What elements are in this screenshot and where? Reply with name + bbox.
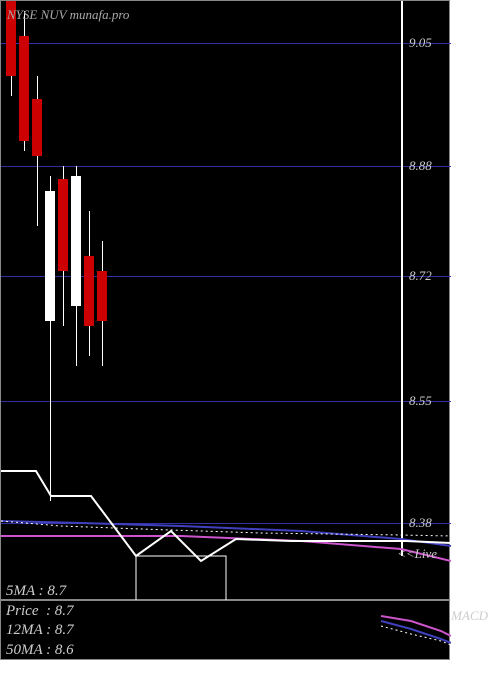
candle-body [97, 271, 107, 321]
candle-body [84, 256, 94, 326]
stats-box: 5MA : 8.7 Price : 8.7 12MA : 8.7 50MA : … [6, 582, 74, 660]
gridline [1, 523, 451, 524]
live-label: <<Live [397, 546, 437, 562]
stat-50ma: 50MA : 8.6 [6, 641, 74, 661]
chart-plot-area: NYSE NUV munafa.pro 9.05 8.88 8.72 8.55 … [0, 0, 450, 600]
y-axis-label: 8.72 [409, 268, 432, 284]
gridline [1, 43, 451, 44]
y-axis-label: 9.05 [409, 35, 432, 51]
y-axis-label: 8.38 [409, 515, 432, 531]
stat-12ma: 12MA : 8.7 [6, 621, 74, 641]
macd-blue-line [381, 621, 451, 643]
ma-blue-line [1, 521, 451, 546]
gridline [1, 166, 451, 167]
gridline [1, 276, 451, 277]
chart-watermark: NYSE NUV munafa.pro [7, 7, 129, 23]
chart-container: NYSE NUV munafa.pro 9.05 8.88 8.72 8.55 … [0, 0, 500, 700]
ma-white-line [1, 471, 451, 561]
chart-overlay-lines [1, 1, 451, 601]
stat-price: Price : 8.7 [6, 602, 74, 622]
candle-body [71, 176, 81, 306]
candle-body [19, 36, 29, 141]
ma-magenta-line [1, 536, 451, 561]
macd-label: MACD [451, 608, 488, 624]
stat-5ma: 5MA : 8.7 [6, 582, 74, 602]
macd-magenta-line [381, 616, 451, 636]
y-axis-label: 8.55 [409, 393, 432, 409]
price-spike [401, 1, 403, 556]
candle-body [45, 191, 55, 321]
y-axis-label: 8.88 [409, 158, 432, 174]
candle-body [58, 179, 68, 271]
volume-bar [136, 556, 226, 601]
macd-dotted-line [381, 626, 451, 645]
gridline [1, 401, 451, 402]
candle-body [32, 99, 42, 156]
